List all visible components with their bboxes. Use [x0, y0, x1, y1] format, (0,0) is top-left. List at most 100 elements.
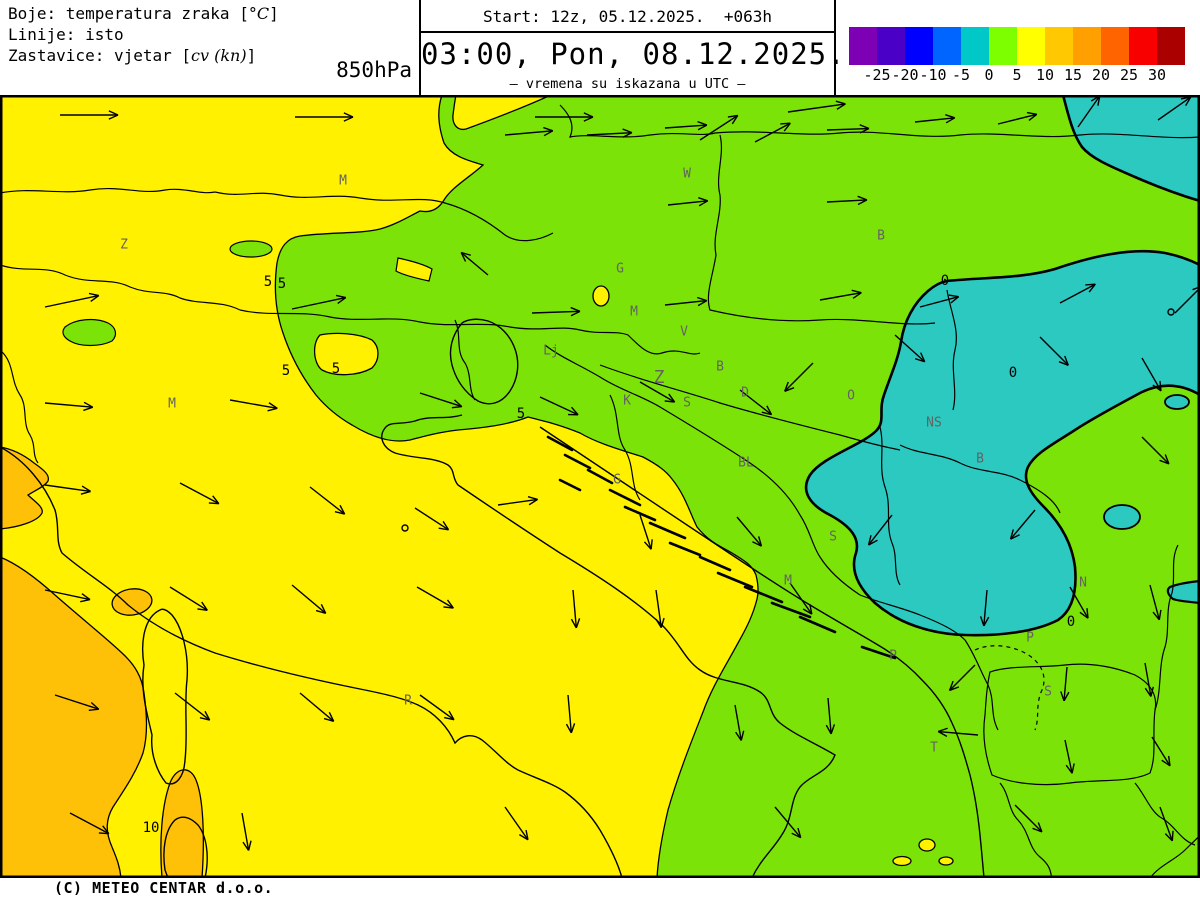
- wind-arrow: [174, 692, 211, 721]
- wind-arrow: [664, 296, 708, 307]
- wind-arrow: [460, 251, 489, 276]
- wind-arrow: [739, 389, 773, 416]
- wind-arrow: [1064, 739, 1075, 774]
- wind-arrow: [1159, 806, 1174, 842]
- wind-arrow: [784, 362, 814, 392]
- wind-arrow: [299, 692, 335, 722]
- region-green-patch-small: [229, 240, 273, 258]
- city-label: BL: [738, 456, 754, 471]
- isotherm-value-label: 0: [1009, 365, 1017, 381]
- wind-arrow: [69, 812, 110, 835]
- scale-tick-label: -20: [891, 66, 919, 84]
- wind-arrow: [291, 294, 347, 310]
- wind-arrow: [1149, 584, 1162, 621]
- colors-line: Boje: temperatura zraka [°C]: [8, 4, 279, 23]
- wind-arrow: [535, 112, 594, 122]
- warm-spot-3: [938, 856, 954, 866]
- wind-arrow: [1059, 283, 1096, 304]
- wind-arrow: [416, 586, 454, 609]
- wind-arrow: [1144, 662, 1155, 697]
- coast-istria: [449, 318, 519, 405]
- color-swatch: [1017, 27, 1045, 65]
- city-label: O: [847, 389, 855, 404]
- valid-datetime-label: 03:00, Pon, 08.12.2025.: [421, 37, 846, 71]
- wind-arrow: [667, 197, 709, 207]
- scale-tick-label: 25: [1119, 66, 1139, 84]
- city-label: R: [404, 694, 412, 709]
- scale-tick-label: 30: [1147, 66, 1167, 84]
- color-swatch: [933, 27, 961, 65]
- wind-arrow: [295, 112, 354, 122]
- city-label: P: [1026, 631, 1034, 646]
- coastlines: [0, 318, 985, 878]
- wind-arrow: [736, 516, 763, 547]
- city-label: B: [976, 452, 984, 467]
- wind-arrow: [1151, 736, 1171, 767]
- temperature-color-scale: -25 -20 -10 -5 0 5 10 15 20 25 30: [849, 27, 1185, 87]
- city-label: V: [680, 325, 688, 340]
- region-cyan-lake-2: [1103, 504, 1141, 530]
- wind-arrow: [787, 100, 846, 113]
- wind-arrow: [914, 114, 956, 124]
- scale-tick-label: -5: [951, 66, 971, 84]
- region-orange-left-top: [0, 446, 50, 530]
- wind-arrow: [1060, 666, 1070, 702]
- wind-arrow: [639, 381, 676, 403]
- wind-arrow: [1141, 357, 1162, 392]
- city-label: D: [741, 386, 749, 401]
- city-label: M: [784, 574, 792, 589]
- copyright-label: (C) METEO CENTAR d.o.o.: [54, 879, 274, 897]
- wind-arrow: [1039, 336, 1069, 366]
- wind-arrow: [937, 727, 979, 737]
- color-swatch: [905, 27, 933, 65]
- city-label: M: [168, 397, 176, 412]
- flags-line: Zastavice: vjetar [cv (kn)]: [8, 46, 257, 65]
- region-cyan-ne-corner: [1061, 95, 1200, 203]
- wind-arrow: [44, 401, 94, 412]
- header: Boje: temperatura zraka [°C] Linije: ist…: [0, 0, 1200, 95]
- city-label: K: [623, 394, 631, 409]
- wind-arrow: [504, 806, 529, 841]
- border-kosovo-dashed: [974, 645, 1045, 731]
- wind-arrow: [309, 486, 346, 515]
- coast-sardinia: [163, 816, 208, 878]
- wind-arrow: [979, 589, 990, 627]
- city-label: G: [613, 473, 621, 488]
- color-swatch: [1157, 27, 1185, 65]
- isotherm-value-label: 5: [332, 361, 340, 377]
- wind-arrow: [997, 111, 1038, 125]
- wind-arrow: [867, 514, 893, 546]
- wind-arrow: [734, 704, 745, 741]
- wind-arrow: [639, 514, 653, 550]
- wind-arrow: [44, 292, 100, 308]
- city-label: B: [877, 229, 885, 244]
- region-orange-bottom: [160, 769, 204, 878]
- wind-arrow: [894, 334, 926, 363]
- wind-arrow: [44, 484, 91, 495]
- isotherm-value-label: 5: [282, 363, 290, 379]
- wind-arrow: [919, 294, 960, 308]
- wind-arrow: [819, 289, 862, 301]
- lines-line: Linije: isto: [8, 25, 124, 44]
- color-scale-swatches: [849, 27, 1185, 65]
- color-swatch: [1073, 27, 1101, 65]
- city-label: P: [889, 649, 897, 664]
- wind-arrow: [291, 584, 327, 614]
- wind-arrow: [60, 110, 119, 120]
- wind-arrow: [825, 697, 836, 735]
- scale-tick-label: 5: [1012, 66, 1022, 84]
- wind-arrow: [241, 812, 252, 851]
- wind-arrow: [754, 122, 791, 143]
- dalmatian-islands: [546, 435, 897, 660]
- city-label: T: [930, 741, 938, 756]
- coast-adriatic-west: [381, 414, 836, 878]
- color-swatch: [1045, 27, 1073, 65]
- wind-arrow: [789, 582, 813, 615]
- color-swatch: [961, 27, 989, 65]
- region-yellow-finger: [452, 95, 552, 131]
- warm-spot-2: [918, 838, 936, 852]
- wind-arrow: [565, 694, 576, 734]
